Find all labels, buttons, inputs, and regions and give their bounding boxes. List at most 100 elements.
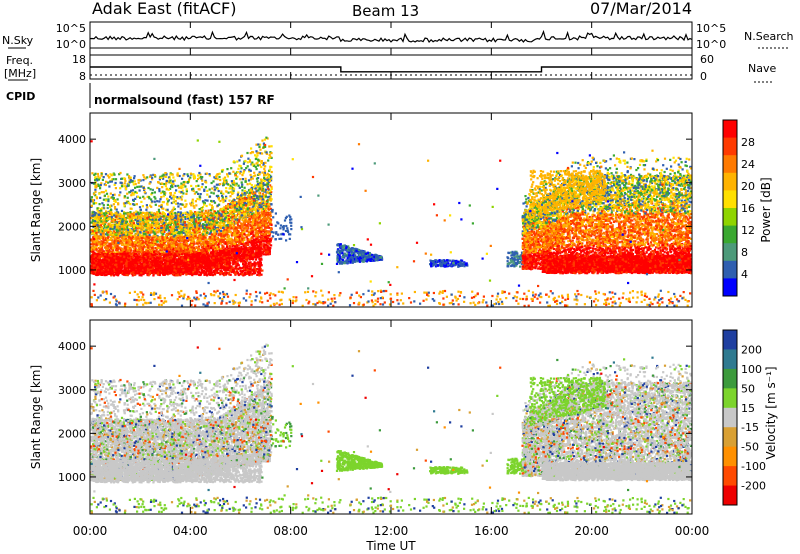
- scatter-cell: [226, 239, 228, 241]
- scatter-cell: [103, 234, 105, 236]
- scatter-cell: [247, 161, 249, 163]
- scatter-cell: [267, 159, 269, 161]
- noise-left-label: N.Sky: [2, 34, 34, 47]
- scatter-cell: [205, 212, 207, 214]
- scatter-cell: [168, 215, 170, 217]
- scatter-cell: [225, 197, 227, 199]
- scatter-cell: [107, 195, 109, 197]
- scatter-cell: [110, 193, 112, 195]
- scatter-cell: [100, 184, 102, 186]
- scatter-cell: [161, 204, 163, 206]
- scatter-cell: [200, 228, 202, 230]
- scatter-cell: [146, 204, 148, 206]
- scatter-cell: [169, 226, 171, 228]
- scatter-cell: [124, 180, 126, 182]
- scatter-cell: [217, 178, 219, 180]
- scatter-cell: [191, 200, 193, 202]
- scatter-cell: [238, 159, 240, 161]
- station-title: Adak East (fitACF): [92, 0, 236, 18]
- scatter-cell: [247, 205, 249, 207]
- scatter-cell: [241, 239, 243, 241]
- scatter-cell: [95, 248, 97, 250]
- scatter-cell: [206, 190, 208, 192]
- scatter-cell: [135, 183, 137, 185]
- scatter-cell: [93, 203, 95, 205]
- scatter-cell: [175, 185, 177, 187]
- scatter-cell: [233, 160, 235, 162]
- scatter-cell: [262, 179, 264, 181]
- scatter-cell: [223, 184, 225, 186]
- scatter-cell: [181, 178, 183, 180]
- scatter-cell: [258, 230, 260, 232]
- scatter-cell: [98, 218, 100, 220]
- freq-label-line2: [MHz]: [4, 67, 36, 80]
- scatter-cell: [111, 180, 113, 182]
- scatter-cell: [204, 181, 206, 183]
- scatter-cell: [154, 201, 156, 203]
- noise-right-tick-bottom: 10^0: [696, 38, 726, 51]
- scatter-cell: [229, 195, 231, 197]
- scatter-cell: [210, 200, 212, 202]
- scatter-cell: [182, 192, 184, 194]
- scatter-cell: [204, 199, 206, 201]
- scatter-cell: [240, 167, 242, 169]
- scatter-cell: [237, 171, 239, 173]
- scatter-cell: [94, 189, 96, 191]
- scatter-cell: [161, 186, 163, 188]
- scatter-cell: [160, 196, 162, 198]
- scatter-cell: [197, 185, 199, 187]
- scatter-cell: [123, 177, 125, 179]
- scatter-cell: [199, 188, 201, 190]
- scatter-cell: [218, 190, 220, 192]
- scatter-cell: [162, 236, 164, 238]
- scatter-cell: [258, 192, 260, 194]
- beam-title: Beam 13: [352, 2, 419, 20]
- scatter-cell: [184, 200, 186, 202]
- scatter-cell: [239, 187, 241, 189]
- scatter-cell: [196, 198, 198, 200]
- scatter-cell: [235, 184, 237, 186]
- scatter-cell: [95, 184, 97, 186]
- scatter-cell: [267, 208, 269, 210]
- noise-left-tick-top: 10^5: [56, 22, 86, 35]
- scatter-cell: [183, 173, 185, 175]
- scatter-cell: [226, 168, 228, 170]
- scatter-cell: [188, 214, 190, 216]
- scatter-cell: [91, 172, 93, 174]
- scatter-cell: [249, 183, 251, 185]
- scatter-cell: [183, 184, 185, 186]
- scatter-cell: [270, 166, 272, 168]
- scatter-cell: [202, 183, 204, 185]
- scatter-cell: [255, 150, 257, 152]
- scatter-cell: [111, 216, 113, 218]
- scatter-cell: [97, 175, 99, 177]
- scatter-cell: [247, 183, 249, 185]
- scatter-cell: [232, 246, 234, 248]
- scatter-cell: [173, 198, 175, 200]
- scatter-cell: [105, 199, 107, 201]
- scatter-cell: [211, 187, 213, 189]
- freq-tick-bottom: 8: [79, 70, 86, 83]
- scatter-cell: [181, 195, 183, 197]
- scatter-cell: [99, 203, 101, 205]
- scatter-cell: [206, 200, 208, 202]
- scatter-cell: [212, 217, 214, 219]
- scatter-cell: [218, 176, 220, 178]
- scatter-cell: [234, 245, 236, 247]
- scatter-cell: [202, 246, 204, 248]
- scatter-cell: [103, 191, 105, 193]
- scatter-cell: [258, 173, 260, 175]
- scatter-cell: [198, 245, 200, 247]
- scatter-cell: [142, 179, 144, 181]
- scatter-cell: [241, 186, 243, 188]
- scatter-cell: [145, 209, 147, 211]
- scatter-cell: [241, 184, 243, 186]
- scatter-cell: [133, 177, 135, 179]
- scatter-cell: [264, 165, 266, 167]
- scatter-cell: [160, 206, 162, 208]
- scatter-cell: [91, 196, 93, 198]
- nave-tick-top: 60: [700, 53, 714, 66]
- scatter-cell: [151, 200, 153, 202]
